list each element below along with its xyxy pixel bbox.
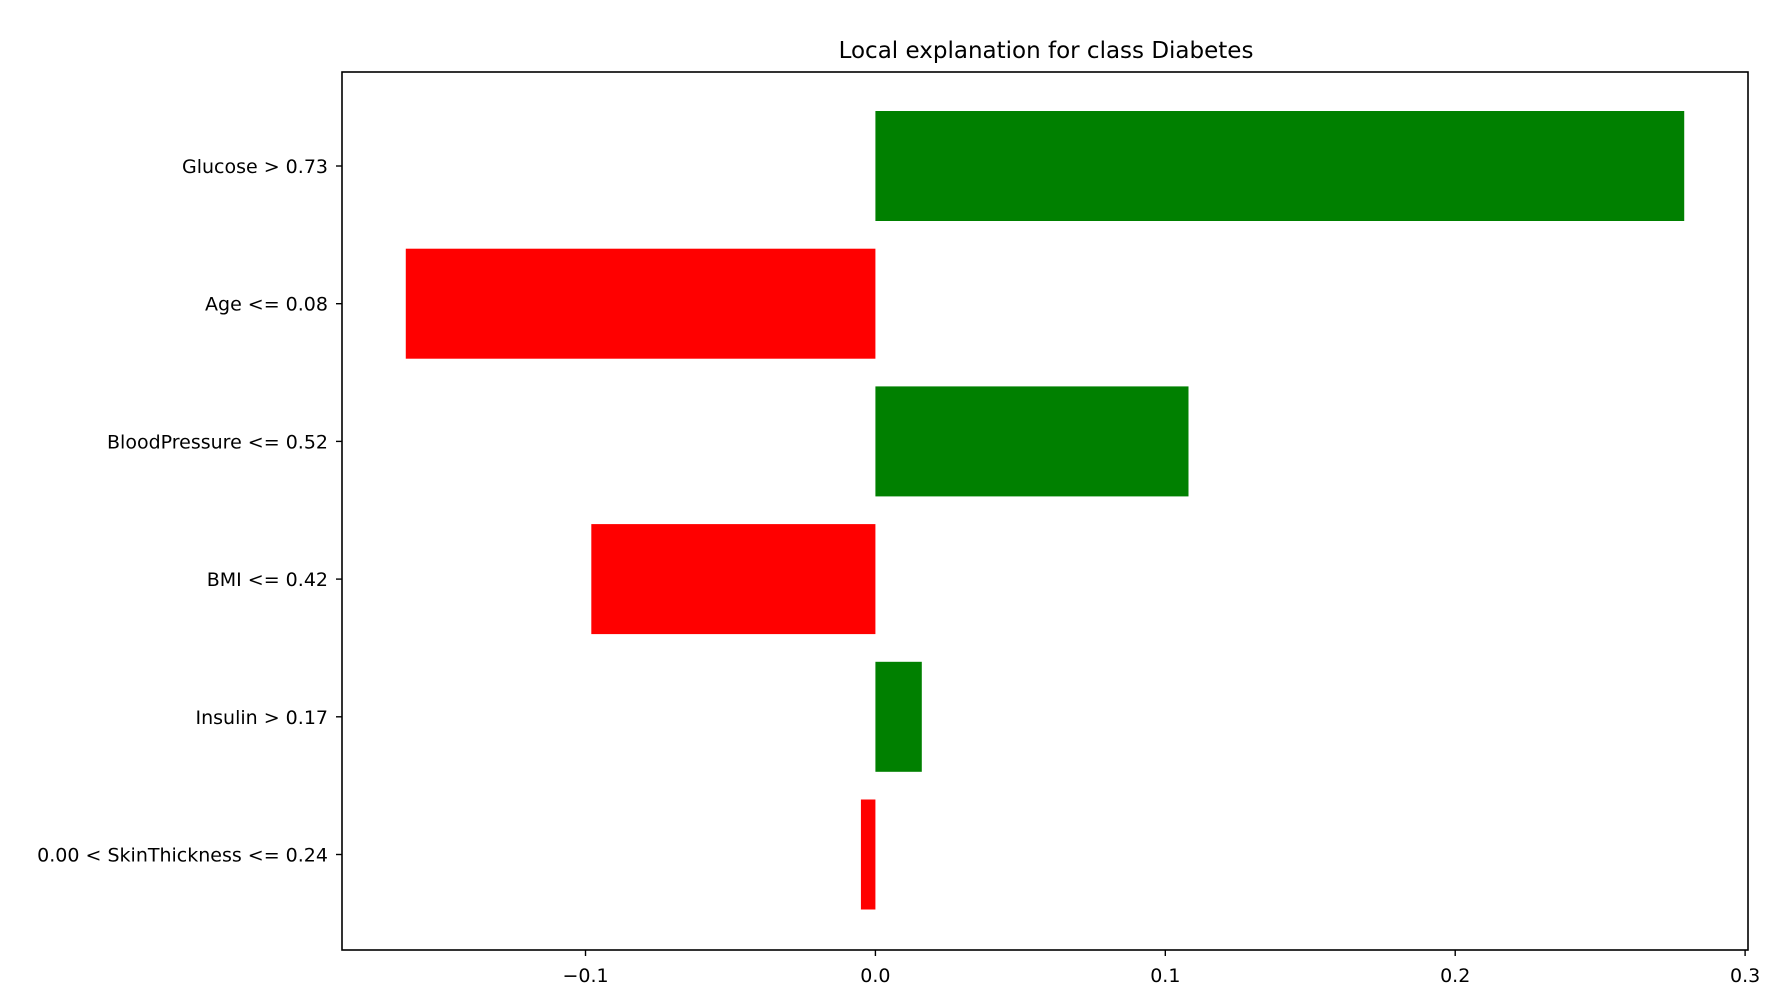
x-tick-label: 0.3 (1730, 965, 1760, 987)
y-tick-label: Age <= 0.08 (205, 294, 328, 316)
x-tick-label: 0.1 (1150, 965, 1180, 987)
bars-group (405, 111, 1685, 910)
bar-0-00-skinthickness-0-24 (860, 799, 876, 910)
x-tick-label: 0.2 (1440, 965, 1470, 987)
bar-bloodpressure-0-52 (875, 386, 1189, 497)
plot-frame (341, 71, 1749, 951)
bar-glucose-0-73 (875, 111, 1685, 221)
x-tick-label: 0.0 (860, 965, 890, 987)
y-tick-label: Insulin > 0.17 (196, 707, 329, 729)
y-tick-label: Glucose > 0.73 (182, 156, 328, 178)
chart-title: Local explanation for class Diabetes (839, 38, 1254, 64)
bar-insulin-0-17 (875, 661, 922, 772)
y-tick-label: BloodPressure <= 0.52 (107, 431, 328, 453)
y-tick-label: BMI <= 0.42 (207, 569, 328, 591)
y-tick-label: 0.00 < SkinThickness <= 0.24 (37, 845, 328, 867)
x-tick-label: −0.1 (562, 965, 608, 987)
bar-bmi-0-42 (591, 524, 876, 635)
y-axis-ticks: Glucose > 0.73 Age <= 0.08 BloodPressure <… (37, 156, 342, 867)
bar-age-0-08 (405, 248, 876, 359)
x-axis-ticks: −0.1 0.0 0.1 0.2 0.3 (562, 950, 1760, 987)
